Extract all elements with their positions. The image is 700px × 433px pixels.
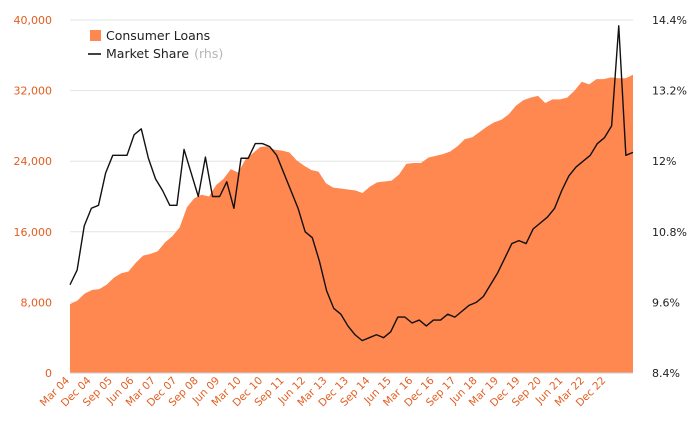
left-tick-label-5: 40,000 bbox=[14, 14, 53, 27]
legend-swatch-area bbox=[90, 30, 101, 41]
left-tick-label-3: 24,000 bbox=[14, 155, 53, 168]
legend: Consumer Loans Market Share (rhs) bbox=[88, 28, 223, 62]
legend-market-share-name: Market Share bbox=[106, 46, 189, 61]
right-tick-label-1: 9.6% bbox=[652, 296, 680, 309]
legend-label-consumer-loans: Consumer Loans bbox=[106, 28, 210, 43]
left-axis-ticks: 0 8,000 16,000 24,000 32,000 40,000 bbox=[14, 14, 53, 380]
consumer-loans-area bbox=[70, 74, 633, 373]
legend-item-market-share: Market Share (rhs) bbox=[88, 43, 223, 62]
right-tick-label-3: 12% bbox=[652, 155, 676, 168]
market-share-line bbox=[69, 25, 634, 342]
left-tick-label-0: 0 bbox=[45, 367, 52, 380]
right-axis-ticks: 8.4% 9.6% 10.8% 12% 13.2% 14.4% bbox=[652, 14, 687, 380]
legend-label-market-share: Market Share (rhs) bbox=[106, 43, 223, 62]
right-tick-label-5: 14.4% bbox=[652, 14, 687, 27]
legend-market-share-note: (rhs) bbox=[194, 46, 223, 61]
legend-item-consumer-loans: Consumer Loans bbox=[90, 28, 210, 43]
right-tick-label-4: 13.2% bbox=[652, 85, 687, 98]
left-tick-label-2: 16,000 bbox=[14, 226, 53, 239]
left-tick-label-4: 32,000 bbox=[14, 85, 53, 98]
right-tick-label-2: 10.8% bbox=[652, 226, 687, 239]
left-tick-label-1: 8,000 bbox=[21, 296, 53, 309]
right-tick-label-0: 8.4% bbox=[652, 367, 680, 380]
